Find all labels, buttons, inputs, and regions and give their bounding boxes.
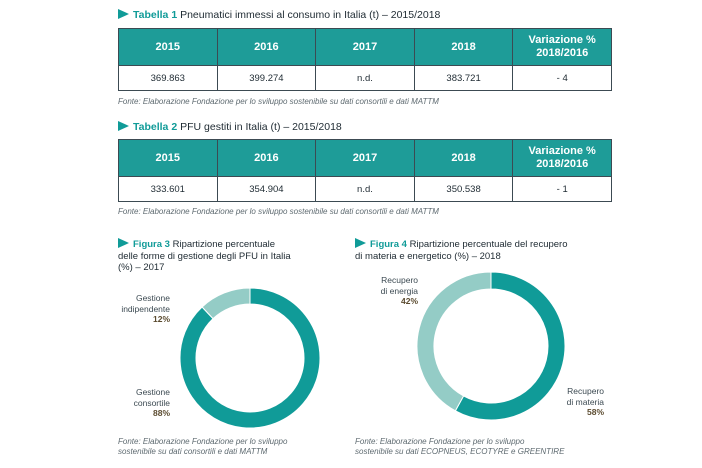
table2-cell: - 1 xyxy=(512,176,612,202)
fig4-pct-materia: 58% xyxy=(586,407,604,417)
table2-label: Tabella 2 xyxy=(133,121,178,133)
table1-label: Tabella 1 xyxy=(133,9,178,21)
table1-header: 2018 xyxy=(413,28,514,66)
table2-title: PFU gestiti in Italia (t) – 2015/2018 xyxy=(180,121,342,133)
table-row: 333.601 354.904 n.d. 350.538 - 1 xyxy=(118,176,612,202)
fig4-slice-energia xyxy=(416,271,492,412)
table1-caption: Tabella 1 Pneumatici immessi al consumo … xyxy=(118,9,440,22)
fig4-pct-energia: 42% xyxy=(400,296,418,306)
table2-cell: 333.601 xyxy=(118,176,218,202)
table2-header-row: 2015 2016 2017 2018 Variazione % 2018/201… xyxy=(118,139,612,177)
table1-cell: 399.274 xyxy=(216,65,317,91)
table1-header: 2015 xyxy=(118,28,218,66)
table2-cell: n.d. xyxy=(315,176,415,202)
table1-source: Fonte: Elaborazione Fondazione per lo sv… xyxy=(118,97,439,106)
table1-header-variazione: Variazione % 2018/2016 xyxy=(512,28,612,66)
table1-header-row: 2015 2016 2017 2018 Variazione % 2018/201… xyxy=(118,28,612,66)
fig4-source: Fonte: Elaborazione Fondazione per lo sv… xyxy=(355,437,565,456)
table2-header: 2015 xyxy=(118,139,218,177)
table1: 2015 2016 2017 2018 Variazione % 2018/201… xyxy=(118,28,612,91)
table1-cell: - 4 xyxy=(512,65,612,91)
fig3-donut-chart xyxy=(179,287,321,429)
table2-caption: Tabella 2 PFU gestiti in Italia (t) – 20… xyxy=(118,121,342,134)
arrow-icon xyxy=(355,238,366,248)
fig3-caption: Figura 3 Ripartizione percentuale delle … xyxy=(118,238,343,274)
fig4-slice-label-materia: Recupero di materia 58% xyxy=(566,386,604,417)
fig3-pct-consortile: 88% xyxy=(152,408,170,418)
table2-header: 2017 xyxy=(315,139,415,177)
table2: 2015 2016 2017 2018 Variazione % 2018/201… xyxy=(118,139,612,202)
table1-title: Pneumatici immessi al consumo in Italia … xyxy=(180,9,441,21)
table1-cell: n.d. xyxy=(315,65,415,91)
fig3-slice-label-consortile: Gestione consortile 88% xyxy=(133,387,170,418)
table2-header: 2018 xyxy=(413,139,514,177)
fig3-title-line: Ripartizione percentuale xyxy=(172,239,276,250)
fig4-caption: Figura 4 Ripartizione percentuale del re… xyxy=(355,238,595,262)
fig3-pct-indipendente: 12% xyxy=(152,314,170,324)
fig4-title-line: di materia e energetico (%) – 2018 xyxy=(355,250,501,262)
fig3-source: Fonte: Elaborazione Fondazione per lo sv… xyxy=(118,437,288,456)
fig3-slice-consortile xyxy=(179,287,321,429)
table2-header-variazione: Variazione % 2018/2016 xyxy=(512,139,612,177)
fig3-slice-label-indipendente: Gestione indipendente 12% xyxy=(121,293,170,324)
table2-source: Fonte: Elaborazione Fondazione per lo sv… xyxy=(118,207,439,216)
arrow-icon xyxy=(118,9,129,19)
fig4-donut-chart xyxy=(416,271,566,421)
table1-header: 2017 xyxy=(315,28,415,66)
fig3-title-line: delle forme di gestione degli PFU in Ita… xyxy=(118,250,291,262)
fig4-slice-label-energia: Recupero di energia 42% xyxy=(380,275,418,306)
arrow-icon xyxy=(118,238,129,248)
table1-header: 2016 xyxy=(216,28,317,66)
fig3-slice-indipendente xyxy=(201,287,251,320)
table-row: 369.863 399.274 n.d. 383.721 - 4 xyxy=(118,65,612,91)
fig4-label: Figura 4 xyxy=(370,239,407,250)
table2-cell: 350.538 xyxy=(413,176,514,202)
fig3-title-line: (%) – 2017 xyxy=(118,262,165,273)
fig4-title-line: Ripartizione percentuale del recupero xyxy=(409,239,568,250)
table1-cell: 383.721 xyxy=(413,65,514,91)
arrow-icon xyxy=(118,121,129,131)
table2-header: 2016 xyxy=(216,139,317,177)
table1-cell: 369.863 xyxy=(118,65,218,91)
table2-cell: 354.904 xyxy=(216,176,317,202)
fig3-label: Figura 3 xyxy=(133,239,170,250)
